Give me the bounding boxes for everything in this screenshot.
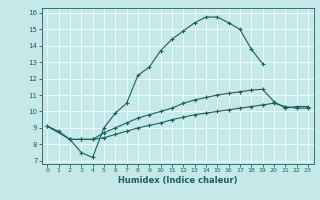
X-axis label: Humidex (Indice chaleur): Humidex (Indice chaleur) <box>118 176 237 185</box>
